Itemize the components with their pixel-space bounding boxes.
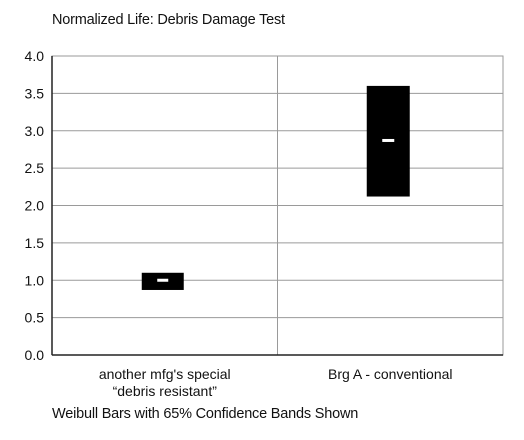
y-tick-label: 0.0	[25, 347, 45, 363]
median-marker	[157, 278, 169, 282]
y-tick-label: 1.0	[25, 272, 45, 288]
median-marker	[382, 138, 395, 142]
y-tick-label: 2.5	[25, 160, 45, 176]
chart-footnote: Weibull Bars with 65% Confidence Bands S…	[52, 406, 359, 422]
y-tick-label: 0.5	[25, 310, 45, 326]
axis-layer	[51, 55, 504, 356]
y-tick-label: 1.5	[25, 235, 45, 251]
grid-layer	[52, 55, 503, 355]
chart-title: Normalized Life: Debris Damage Test	[52, 12, 285, 28]
category-label: Brg A - conventional	[328, 366, 453, 382]
category-label: another mfg's special	[99, 366, 231, 382]
label-layer: 0.0 0.5 1.0 1.5 2.0 2.5 3.0 3.5 4.0 another mfg's…	[25, 48, 453, 399]
y-tick-label: 3.5	[25, 85, 45, 101]
y-tick-label: 3.0	[25, 123, 45, 139]
category-label: “debris resistant”	[113, 383, 218, 399]
y-tick-label: 4.0	[25, 48, 45, 64]
bar-layer	[141, 85, 410, 290]
y-tick-label: 2.0	[25, 198, 45, 214]
